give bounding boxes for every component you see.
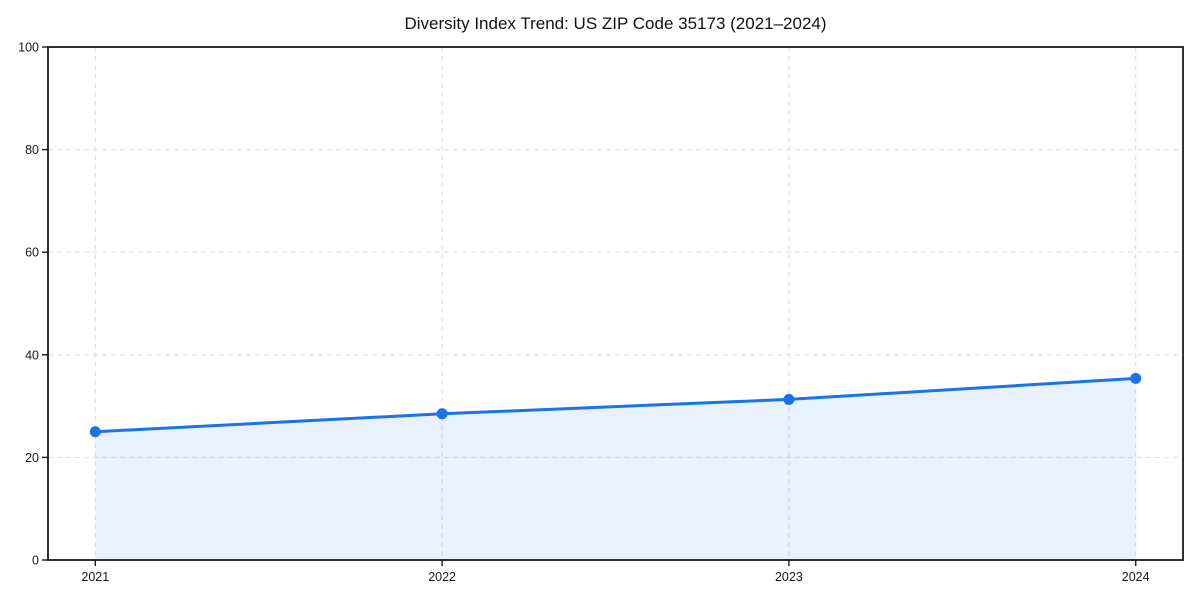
data-point-marker	[436, 408, 448, 420]
plot-area: 0 20 40 60 80 100 2021 2022 2023 2024	[18, 41, 1184, 584]
x-tick-label: 2021	[81, 570, 109, 584]
x-tick-label: 2023	[775, 570, 803, 584]
area-fill	[95, 378, 1136, 560]
data-point-marker	[89, 426, 101, 438]
data-point-marker	[783, 393, 795, 405]
plot-frame	[47, 46, 1184, 561]
x-tick-label: 2022	[428, 570, 456, 584]
y-tick-label: 100	[18, 41, 39, 55]
chart-title: Diversity Index Trend: US ZIP Code 35173…	[404, 14, 826, 33]
y-tick-label: 20	[25, 451, 39, 465]
data-point-marker	[1130, 372, 1142, 384]
x-tick-label: 2024	[1122, 570, 1150, 584]
y-tick-label: 0	[32, 554, 39, 568]
y-tick-label: 80	[25, 143, 39, 157]
trend-line	[93, 376, 1138, 434]
y-tick-label: 40	[25, 348, 39, 362]
y-tick-label: 60	[25, 246, 39, 260]
